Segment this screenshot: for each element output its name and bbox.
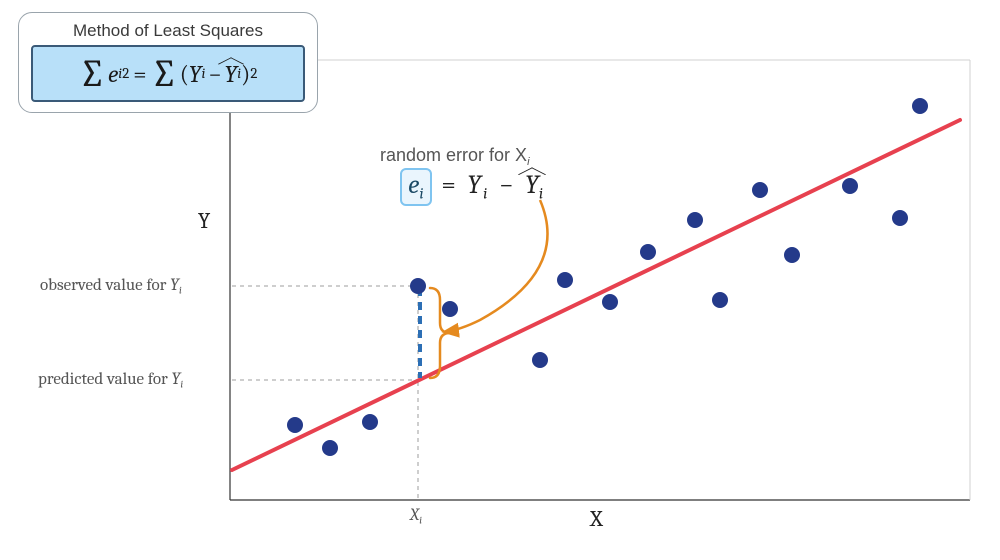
random-error-equation: ei = Yi − Yi (400, 168, 543, 206)
formula-equation: ∑ei2 = ∑(Yi − Yi)2 (31, 45, 305, 102)
xi-tick-label: Xi (410, 506, 422, 527)
formula-box: Method of Least Squares ∑ei2 = ∑(Yi − Yi… (18, 12, 318, 113)
x-axis-label: X (590, 506, 603, 532)
random-error-title: random error for Xi (380, 145, 530, 168)
predicted-value-label: predicted value for Yi (38, 370, 183, 391)
observed-value-label: observed value for Yi (40, 276, 182, 297)
formula-title: Method of Least Squares (31, 21, 305, 41)
y-axis-label: Y (198, 208, 210, 234)
